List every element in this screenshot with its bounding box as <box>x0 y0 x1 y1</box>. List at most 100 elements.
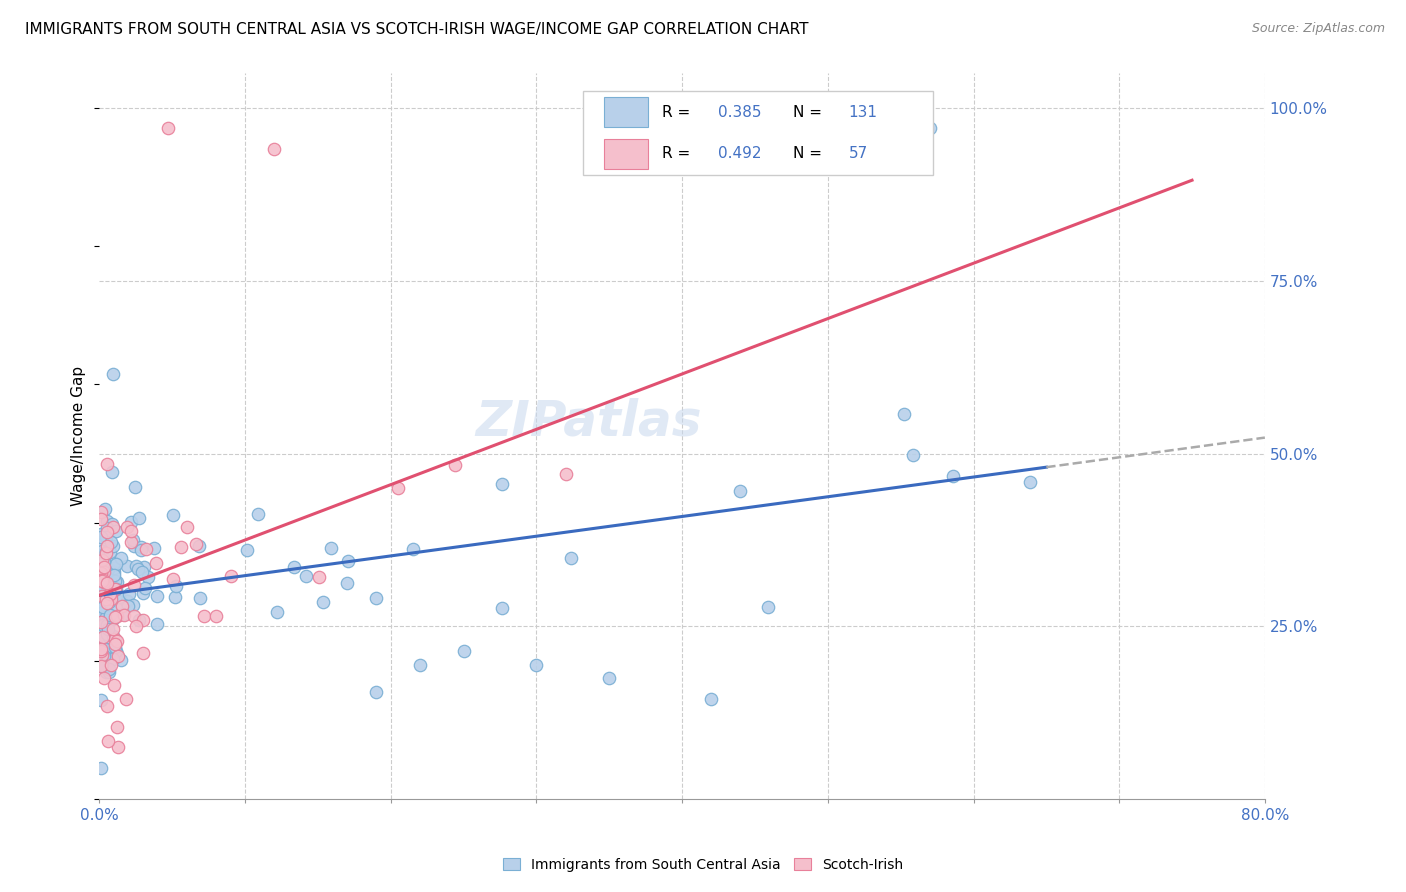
Point <box>90 659 112 673</box>
Point <box>90 512 112 526</box>
FancyBboxPatch shape <box>583 91 932 175</box>
Point <box>90 527 112 541</box>
Point <box>117 594 139 608</box>
Point <box>918 121 941 136</box>
Point <box>387 481 409 495</box>
Point <box>169 540 191 554</box>
Legend: Immigrants from South Central Asia, Scotch-Irish: Immigrants from South Central Asia, Scot… <box>499 854 907 876</box>
Point <box>96 514 118 528</box>
Point <box>402 542 425 557</box>
Point <box>96 577 118 591</box>
Point <box>117 520 139 534</box>
Point <box>104 637 127 651</box>
Point <box>128 613 150 627</box>
Point <box>90 761 112 775</box>
Point <box>112 607 135 622</box>
Point <box>90 566 112 580</box>
Point <box>560 550 582 565</box>
Point <box>93 555 115 569</box>
Point <box>91 600 114 615</box>
Point <box>91 553 114 567</box>
Point <box>598 672 620 686</box>
Point <box>98 665 121 679</box>
Point <box>103 622 125 636</box>
Point <box>312 595 335 609</box>
Point <box>94 530 117 544</box>
Point <box>96 607 118 621</box>
Point <box>94 546 117 560</box>
Point <box>103 629 125 643</box>
Text: N =: N = <box>793 146 827 161</box>
Point <box>728 484 751 499</box>
Text: Source: ZipAtlas.com: Source: ZipAtlas.com <box>1251 22 1385 36</box>
Point <box>91 605 114 619</box>
Point <box>93 635 115 649</box>
Point <box>132 560 155 574</box>
Point <box>105 648 128 662</box>
Point <box>96 521 118 535</box>
Point <box>107 739 129 754</box>
Point <box>98 587 121 601</box>
Point <box>125 619 148 633</box>
Point <box>101 465 124 479</box>
Text: 57: 57 <box>849 146 868 161</box>
Point <box>94 501 117 516</box>
Text: R =: R = <box>662 104 696 120</box>
Point <box>491 601 513 615</box>
Point <box>266 605 288 619</box>
Point <box>101 517 124 532</box>
Point <box>93 575 115 590</box>
Point <box>122 533 145 547</box>
Point <box>108 591 131 605</box>
Point <box>103 567 125 582</box>
Point <box>91 618 114 632</box>
Point <box>107 648 129 663</box>
Point <box>90 644 112 658</box>
Point <box>162 572 184 586</box>
Point <box>366 685 388 699</box>
Text: N =: N = <box>793 104 827 120</box>
Point <box>98 573 121 587</box>
Point <box>96 618 118 632</box>
Point <box>114 608 136 623</box>
Point <box>104 574 127 588</box>
Point <box>94 606 117 620</box>
Point <box>96 539 118 553</box>
Point <box>93 648 115 663</box>
Point <box>491 477 513 491</box>
Point <box>96 592 118 607</box>
Point <box>124 539 146 553</box>
Point <box>96 699 118 714</box>
Point <box>90 600 112 615</box>
Point <box>93 559 115 574</box>
Point <box>453 643 475 657</box>
Point <box>94 609 117 624</box>
FancyBboxPatch shape <box>605 96 648 128</box>
Point <box>903 448 925 462</box>
Point <box>97 622 120 636</box>
Point <box>246 507 269 521</box>
Point <box>90 530 112 544</box>
Point <box>93 659 115 673</box>
Point <box>1019 475 1042 490</box>
Point <box>135 541 157 556</box>
Point <box>295 569 318 583</box>
Point <box>104 600 127 615</box>
Point <box>188 591 211 605</box>
Point <box>104 558 127 572</box>
Point <box>96 553 118 567</box>
Point <box>120 524 142 538</box>
Point <box>162 508 184 522</box>
Point <box>90 583 112 598</box>
Point <box>103 539 125 553</box>
FancyBboxPatch shape <box>605 138 648 169</box>
Point <box>90 599 112 613</box>
Point <box>156 121 179 136</box>
Point <box>187 539 209 553</box>
Point <box>101 367 124 381</box>
Point <box>409 657 432 672</box>
Point <box>96 550 118 565</box>
Point <box>444 458 467 472</box>
Point <box>165 578 187 592</box>
Point <box>184 537 207 551</box>
